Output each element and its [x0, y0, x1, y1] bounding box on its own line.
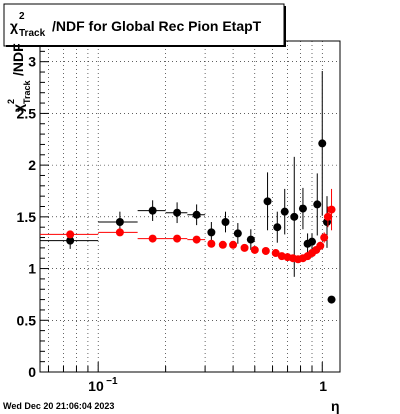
data-point [273, 223, 282, 232]
data-point [320, 233, 329, 242]
chart-title-symbol: χ [10, 18, 18, 34]
series-layer [40, 70, 336, 304]
chart-title: /NDF for Global Rec Pion EtapT [52, 18, 262, 34]
x-axis-label: η [331, 398, 340, 414]
title-box-shadow-side [284, 6, 286, 47]
data-point [263, 197, 272, 206]
data-point [250, 245, 259, 254]
data-point [173, 208, 182, 217]
data-point [290, 212, 299, 221]
data-point [192, 210, 201, 219]
data-point [323, 212, 332, 221]
title-box: χ 2 Track /NDF for Global Rec Pion EtapT [3, 3, 286, 47]
data-point [316, 241, 325, 250]
data-point [148, 206, 157, 215]
y-tick-label: 2 [28, 157, 36, 173]
y-tick-label: 1 [28, 261, 36, 277]
y-tick-label: 0.5 [17, 312, 37, 328]
data-point [115, 218, 124, 227]
y-axis-label-superscript: 2 [6, 99, 16, 104]
data-point [298, 204, 307, 213]
x-tick-labels: 10 −1 1 [88, 376, 327, 394]
series-1 [40, 188, 336, 264]
y-tick-label: 3 [28, 54, 36, 70]
data-point [207, 239, 216, 248]
y-tick-label: 2.5 [17, 105, 37, 121]
y-tick-labels: 0 0.5 1 1.5 2 2.5 3 [17, 54, 37, 380]
data-point [66, 230, 75, 239]
x-tick-label: 1 [319, 378, 327, 394]
data-point [261, 246, 270, 255]
data-point [207, 228, 216, 237]
footer-timestamp: Wed Dec 20 21:06:04 2023 [3, 401, 114, 411]
y-axis-label: /NDF [10, 43, 26, 76]
title-box-frame [3, 3, 285, 47]
data-point [240, 243, 249, 252]
data-point [233, 229, 242, 238]
x-tick-label-exponent: −1 [106, 376, 118, 387]
y-axis-label-symbol: χ [10, 104, 26, 112]
x-tick-label-base: 10 [88, 378, 104, 394]
data-point [327, 295, 336, 304]
x-tick-label: 10 −1 [88, 376, 118, 394]
data-point [308, 237, 317, 246]
data-point [271, 249, 280, 258]
data-point [173, 234, 182, 243]
data-point [221, 218, 230, 227]
title-box-shadow [6, 45, 286, 47]
y-tick-label: 0 [28, 364, 36, 380]
y-axis-label-group: χ 2 Track /NDF [6, 43, 32, 112]
data-point [66, 236, 75, 245]
chart-title-subscript: Track [19, 28, 46, 39]
data-point [280, 207, 289, 216]
data-point [115, 228, 124, 237]
data-point [148, 234, 157, 243]
data-point [192, 235, 201, 244]
x-tick-label-base: 1 [319, 378, 327, 394]
data-point [218, 240, 227, 249]
data-point [318, 139, 327, 148]
y-axis-label-subscript: Track [22, 79, 32, 104]
chart-title-superscript: 2 [19, 11, 25, 22]
data-point [327, 205, 336, 214]
data-point [246, 235, 255, 244]
data-point [229, 240, 238, 249]
y-tick-label: 1.5 [17, 209, 37, 225]
data-point [313, 200, 322, 209]
